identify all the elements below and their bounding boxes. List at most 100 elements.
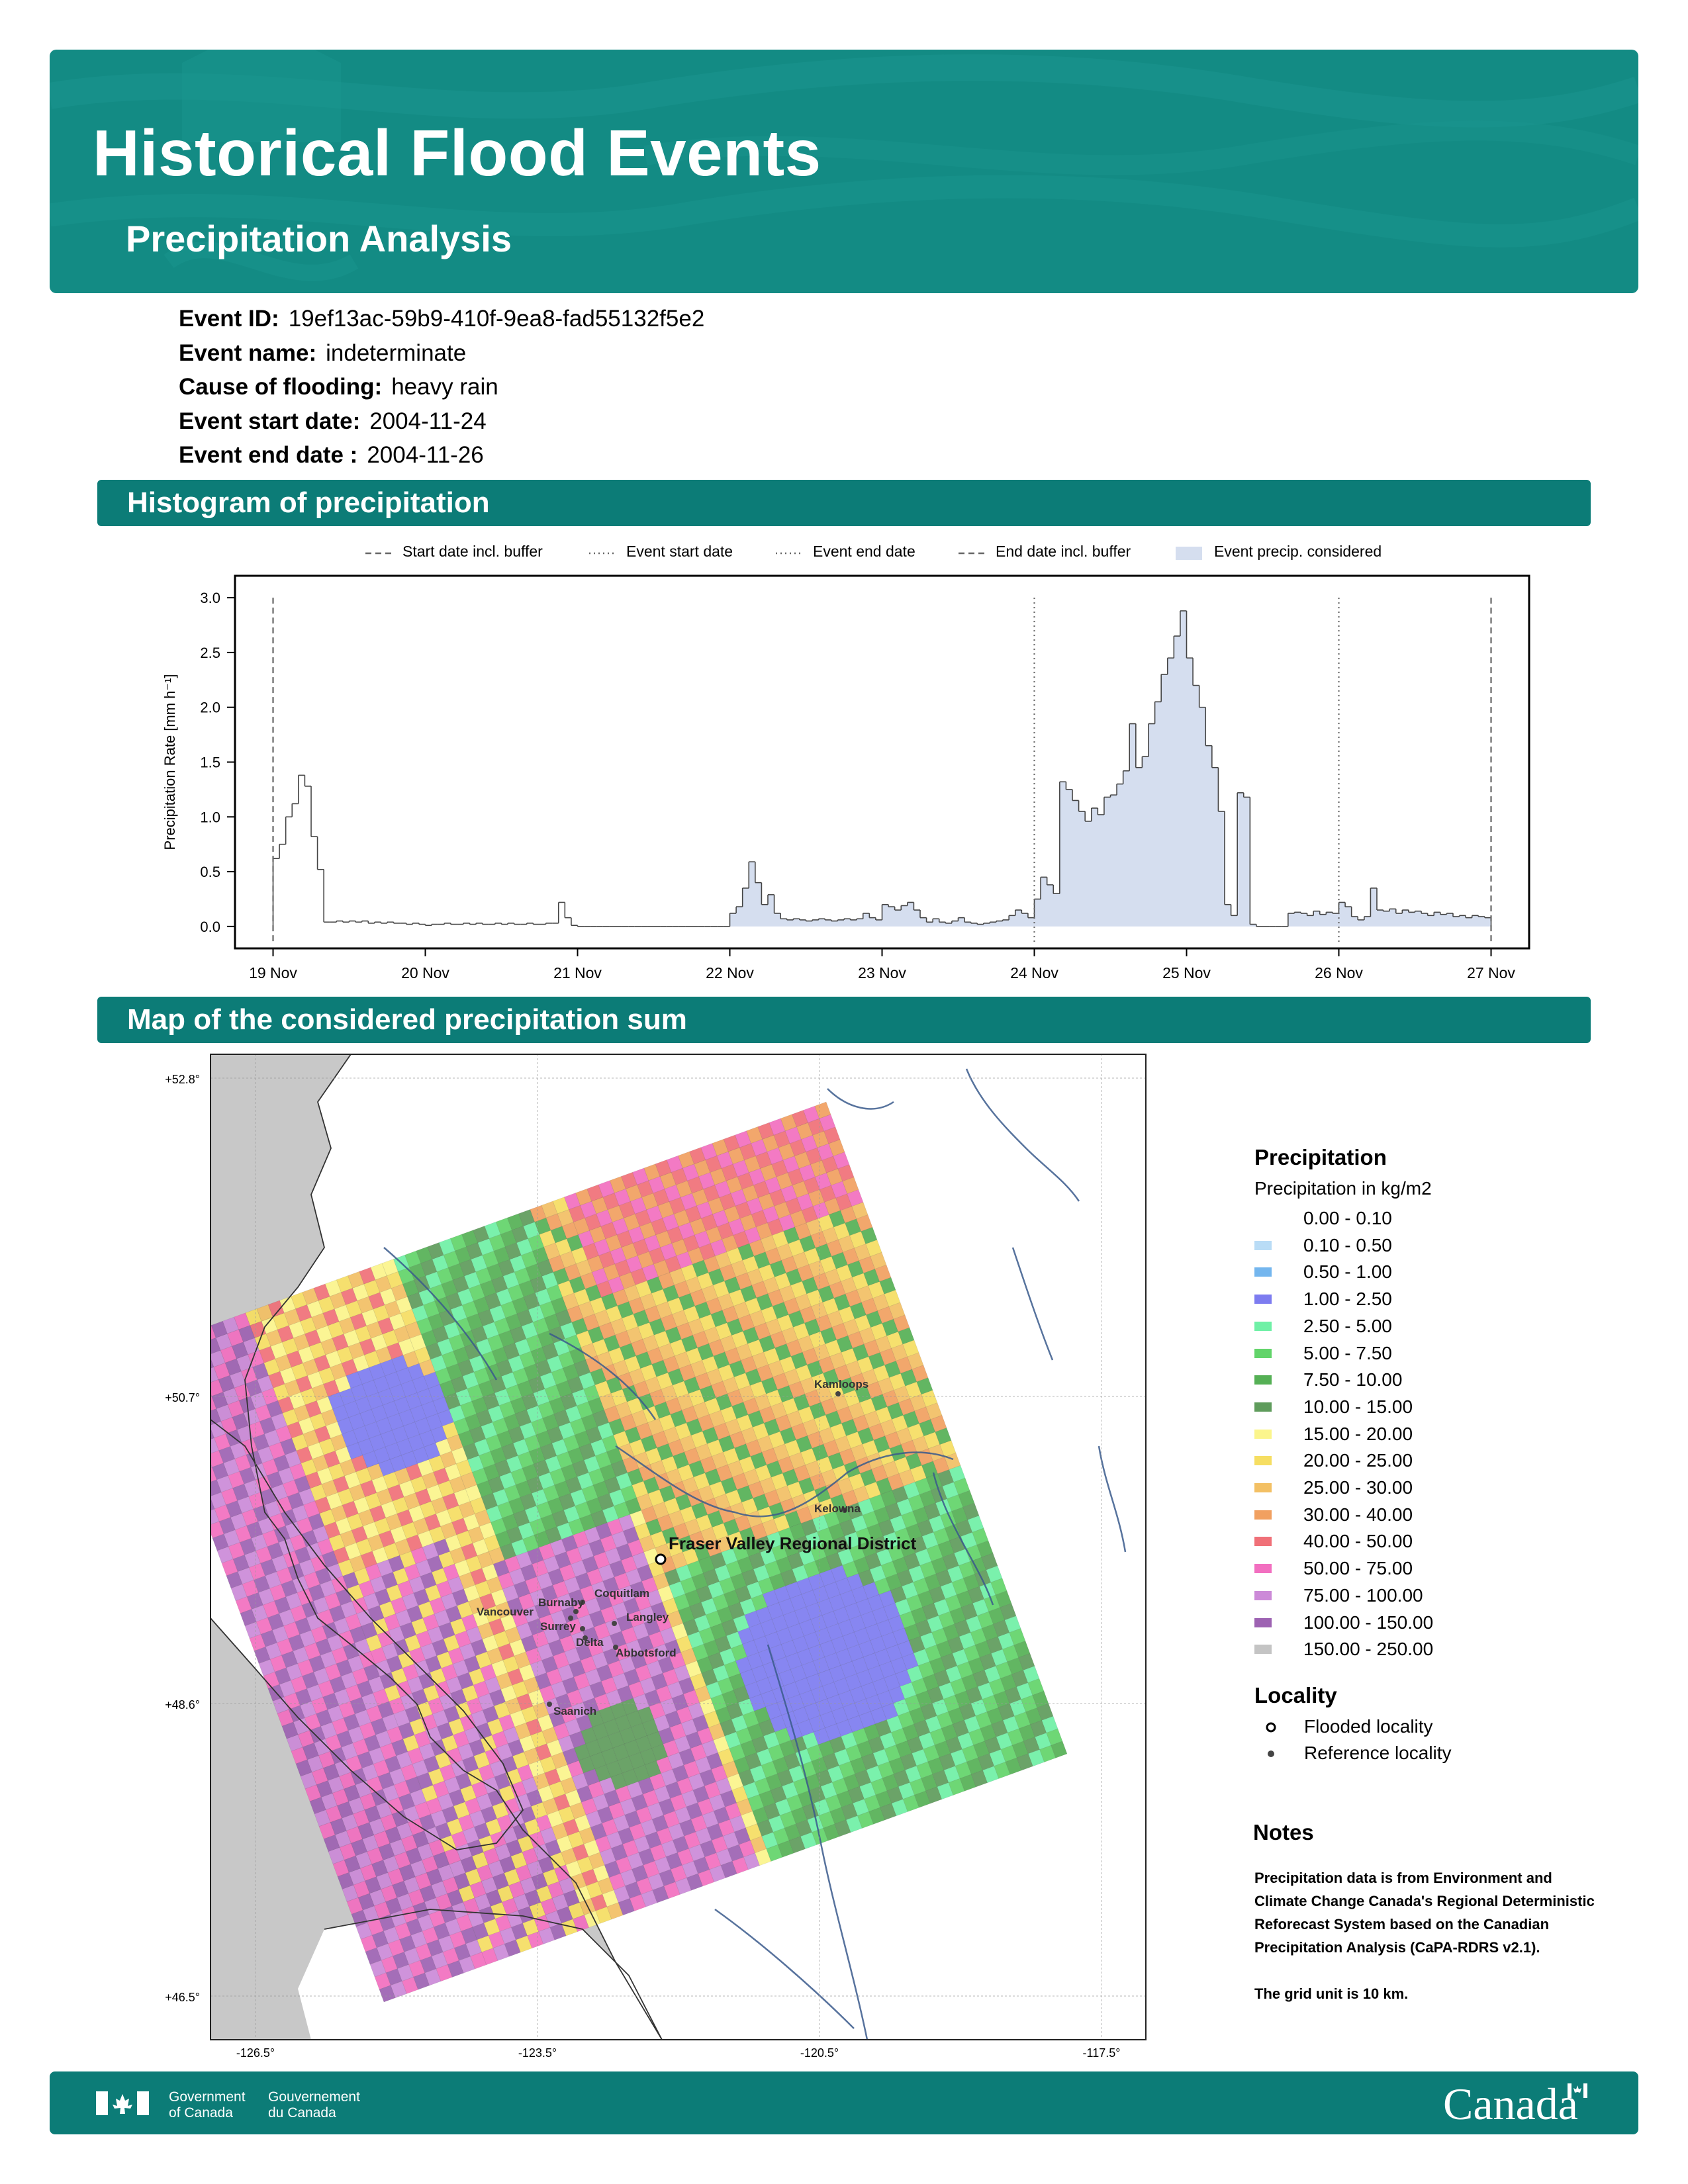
histogram-axes: 0.0 0.5 1.0 1.5 2.0 2.5 3.0 19 Nov 20 Nov 21 Nov 2… [162, 574, 1530, 981]
legend-class-label: 10.00 - 15.00 [1303, 1396, 1413, 1417]
histogram-section-title: Histogram of precipitation [127, 486, 490, 519]
histogram-legend [365, 547, 1202, 560]
legend-class-row: 0.50 - 1.00 [1254, 1261, 1392, 1283]
grid-cell [886, 1331, 904, 1349]
reference-locality-label: Abbotsford [616, 1647, 677, 1659]
legend-class-row: 40.00 - 50.00 [1254, 1531, 1413, 1552]
legend-start-buffer-label: Start date incl. buffer [402, 543, 543, 560]
grid-cell [853, 1486, 870, 1503]
grid-cell [826, 1168, 843, 1186]
lat-tick: +48.6° [165, 1698, 200, 1711]
y-tick-label: 2.5 [200, 645, 220, 661]
event-id-value: 19ef13ac-59b9-410f-9ea8-fad55132f5e2 [288, 306, 705, 332]
end-date-label: Event end date : [179, 442, 358, 468]
y-tick-label: 1.0 [200, 809, 220, 825]
x-tick-label: 21 Nov [553, 964, 602, 981]
legend-class-swatch [1254, 1456, 1272, 1466]
reference-locality-marker [835, 1391, 841, 1396]
x-tick-label: 19 Nov [249, 964, 297, 981]
start-date-value: 2004-11-24 [369, 408, 487, 434]
grid-cell [861, 1227, 878, 1244]
grid-cell [191, 1371, 207, 1388]
grid-cell [191, 1442, 207, 1459]
reference-locality-label: Burnaby [538, 1596, 585, 1609]
y-tick-label: 2.0 [200, 700, 220, 716]
flood-cause-label: Cause of flooding: [179, 374, 383, 400]
legend-class-swatch [1254, 1348, 1272, 1358]
legend-class-swatch [1254, 1375, 1272, 1385]
grid-cell [187, 1359, 203, 1375]
grid-cell [863, 1340, 880, 1357]
grid-cell [182, 1346, 198, 1363]
lat-tick: +46.5° [165, 1991, 200, 2004]
grid-cell [814, 1101, 831, 1119]
legend-class-row: 15.00 - 20.00 [1254, 1424, 1413, 1445]
grid-cell [193, 1413, 209, 1430]
grid-cell [857, 1427, 874, 1445]
precipitation-grid [152, 1101, 1068, 2003]
lon-tick: -126.5° [236, 2046, 275, 2060]
legend-class-label: 0.00 - 0.10 [1303, 1208, 1392, 1228]
grid-cell [180, 1446, 196, 1463]
grid-cell [159, 1354, 175, 1371]
grid-cell [211, 1462, 212, 1469]
grid-cell [910, 1465, 927, 1482]
reference-locality-label: Surrey [540, 1620, 576, 1633]
legend-class-row: 7.50 - 10.00 [1254, 1369, 1402, 1390]
canada-flag-icon [96, 2091, 149, 2115]
grid-cell [935, 1428, 952, 1445]
x-tick-label: 25 Nov [1162, 964, 1211, 981]
x-tick-label: 22 Nov [706, 964, 754, 981]
legend-class-label: 15.00 - 20.00 [1303, 1423, 1413, 1444]
legend-class-swatch [1254, 1590, 1272, 1600]
y-tick-label: 3.0 [200, 590, 220, 606]
event-name-value: indeterminate [326, 340, 467, 366]
gov-fr-text: Gouvernement du Canada [268, 2089, 360, 2121]
legend-class-row: 100.00 - 150.00 [1254, 1612, 1433, 1633]
legend-class-label: 0.10 - 0.50 [1303, 1234, 1392, 1255]
grid-cell [842, 1177, 859, 1195]
legend-class-swatch [1254, 1429, 1272, 1439]
start-date-label: Event start date: [179, 408, 361, 434]
legend-class-label: 7.50 - 10.00 [1303, 1369, 1403, 1390]
histogram-frame [234, 574, 1530, 950]
date-marker-lines [272, 598, 1492, 943]
legend-class-label: 100.00 - 150.00 [1303, 1612, 1434, 1633]
legend-class-label: 40.00 - 50.00 [1303, 1531, 1413, 1552]
legend-class-label: 30.00 - 40.00 [1303, 1504, 1413, 1525]
grid-cell [856, 1214, 873, 1232]
grid-cell [166, 1408, 182, 1425]
lon-tick: -117.5° [1083, 2046, 1121, 2060]
event-precip-area [729, 610, 1491, 927]
reference-locality-label: Saanich [553, 1705, 596, 1717]
legend-class-swatch [1254, 1537, 1272, 1547]
legend-class-swatch [1254, 1510, 1272, 1520]
grid-cell [847, 1189, 864, 1207]
grid-cell [152, 1359, 164, 1375]
grid-cell [876, 1477, 893, 1495]
legend-class-swatch [1254, 1617, 1272, 1627]
grid-cell [177, 1404, 193, 1421]
legend-class-row: 0.10 - 0.50 [1254, 1235, 1392, 1256]
legend-class-swatch [1254, 1645, 1272, 1655]
wordmark-flag-icon [1568, 2083, 1587, 2098]
legend-class-row: 25.00 - 30.00 [1254, 1477, 1413, 1498]
legend-class-row: 75.00 - 100.00 [1254, 1585, 1423, 1606]
grid-cell [872, 1294, 890, 1311]
grid-cell [888, 1302, 906, 1320]
grid-cell [164, 1367, 179, 1383]
legend-class-row: 30.00 - 40.00 [1254, 1504, 1413, 1525]
event-name-label: Event name: [179, 340, 317, 366]
reference-locality-marker [612, 1621, 617, 1626]
header-banner [50, 50, 1638, 293]
grid-cell [933, 1457, 950, 1475]
map-section-bar: Map of the considered precipitation sum [97, 997, 1591, 1043]
grid-cell [829, 1352, 847, 1370]
grid-cell [170, 1350, 186, 1367]
legend-class-label: 20.00 - 25.00 [1303, 1450, 1413, 1471]
legend-event-precip-label: Event precip. considered [1214, 543, 1382, 560]
event-name-row: Event name: indeterminate [179, 340, 466, 367]
grid-cell [165, 1338, 181, 1354]
x-tick-label: 27 Nov [1467, 964, 1515, 981]
legend-class-row: 5.00 - 7.50 [1254, 1343, 1392, 1364]
